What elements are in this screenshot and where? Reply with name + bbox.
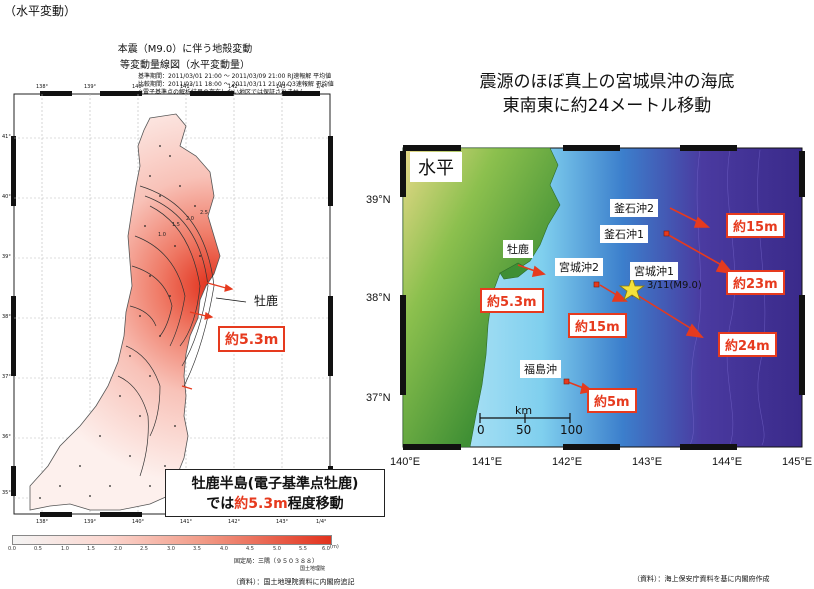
scale-tick: 100 bbox=[560, 423, 583, 437]
scale-tick: 50 bbox=[516, 423, 532, 437]
colorbar-tick: 0.0 bbox=[8, 546, 16, 552]
summary-value: 約5.3m bbox=[234, 496, 288, 512]
callout-kamaishi1: 約23m bbox=[726, 270, 785, 295]
lat-tick: 41° bbox=[2, 134, 11, 140]
site-label-fukushima: 福島沖 bbox=[520, 360, 561, 378]
summary-suffix: 程度移動 bbox=[287, 496, 344, 512]
lat-tick: 39° bbox=[2, 254, 11, 260]
colorbar-tick: 0.5 bbox=[34, 546, 42, 552]
lon-label: 144°E bbox=[712, 456, 743, 468]
org-label: 国土地理院 bbox=[300, 566, 326, 572]
meta-line: 基準期間：2011/03/01 21:00 ～ 2011/03/09 21:00… bbox=[138, 73, 332, 80]
colorbar-tick: 4.5 bbox=[246, 546, 254, 552]
right-headline: 震源のほぼ真上の宮城県沖の海底 東南東に約24メートル移動 bbox=[400, 70, 814, 118]
lon-tick: 1/4° bbox=[316, 84, 327, 90]
contour-label: 1.0 bbox=[158, 232, 166, 238]
lat-label: 39°N bbox=[366, 194, 391, 206]
lon-tick: 142° bbox=[228, 84, 241, 90]
site-label-miyagi1: 宮城沖1 bbox=[630, 262, 678, 280]
colorbar-tick: 1.5 bbox=[87, 546, 95, 552]
colorbar-tick: 1.0 bbox=[61, 546, 69, 552]
lat-tick: 37° bbox=[2, 374, 11, 380]
lon-tick: 143° bbox=[276, 519, 289, 525]
lat-tick: 35° bbox=[2, 490, 11, 496]
section-label: （水平変動） bbox=[4, 4, 77, 18]
colorbar-tick: 2.5 bbox=[140, 546, 148, 552]
lon-tick: 143° bbox=[276, 84, 289, 90]
lon-tick: 140° bbox=[132, 84, 145, 90]
colorbar-tick: 5.5 bbox=[299, 546, 307, 552]
lon-label: 142°E bbox=[552, 456, 583, 468]
colorbar-tick: 5.0 bbox=[273, 546, 281, 552]
colorbar bbox=[12, 535, 332, 545]
colorbar-tick: 2.0 bbox=[114, 546, 122, 552]
oshika-label: 牡鹿 bbox=[254, 294, 279, 308]
left-map: 1.0 1.5 2.0 2.5 bbox=[11, 91, 333, 517]
lon-tick: 141° bbox=[180, 84, 193, 90]
lon-tick: 138° bbox=[36, 84, 49, 90]
gps-stations bbox=[39, 145, 201, 499]
contour-label: 2.5 bbox=[200, 210, 208, 216]
site-label-oshika: 牡鹿 bbox=[503, 240, 533, 258]
lon-label: 145°E bbox=[782, 456, 813, 468]
lat-tick: 36° bbox=[2, 434, 11, 440]
colorbar-tick: 4.0 bbox=[220, 546, 228, 552]
colorbar-unit: (m) bbox=[330, 544, 339, 550]
left-source: （資料）：国土地理院資料に内閣府追記 bbox=[232, 578, 355, 586]
lon-tick: 140° bbox=[132, 519, 145, 525]
lon-label: 140°E bbox=[390, 456, 421, 468]
lon-tick: 139° bbox=[84, 519, 97, 525]
lon-tick: 139° bbox=[84, 84, 97, 90]
scale-bar bbox=[479, 413, 571, 423]
lon-label: 143°E bbox=[632, 456, 663, 468]
lon-tick: 138° bbox=[36, 519, 49, 525]
callout-fukushima: 約5m bbox=[587, 388, 637, 413]
oshika-callout: 約5.3m bbox=[218, 326, 286, 352]
colorbar-tick: 6.0 bbox=[322, 546, 330, 552]
lon-tick: 1/4° bbox=[316, 519, 327, 525]
scale-tick: 0 bbox=[477, 423, 485, 437]
panel-label: 水平 bbox=[410, 152, 462, 182]
headline-line1: 震源のほぼ真上の宮城県沖の海底 bbox=[479, 72, 735, 92]
colorbar-ticks: 0.0 0.5 1.0 1.5 2.0 2.5 3.0 3.5 4.0 4.5 … bbox=[8, 544, 339, 554]
contour-label: 1.5 bbox=[172, 222, 180, 228]
oshika-leader bbox=[215, 297, 247, 303]
colorbar-tick: 3.5 bbox=[193, 546, 201, 552]
site-label-miyagi2: 宮城沖2 bbox=[555, 258, 603, 276]
lat-tick: 38° bbox=[2, 314, 11, 320]
lat-label: 37°N bbox=[366, 392, 391, 404]
left-map-title: 本震（M9.0）に伴う地殻変動 bbox=[117, 44, 253, 55]
left-map-subtitle: 等変動量線図（水平変動量） bbox=[120, 60, 250, 71]
lon-tick: 142° bbox=[228, 519, 241, 525]
callout-miyagi2: 約15m bbox=[568, 313, 627, 338]
right-source: （資料）：海上保安庁資料を基に内閣府作成 bbox=[633, 575, 770, 583]
scale-unit: km bbox=[515, 404, 533, 417]
summary-line1: 牡鹿半島(電子基準点牡鹿) bbox=[191, 476, 359, 492]
lon-tick: 141° bbox=[180, 519, 193, 525]
headline-line2: 東南東に約24メートル移動 bbox=[502, 96, 712, 116]
summary-prefix: では bbox=[206, 496, 235, 512]
tohoku-land bbox=[29, 113, 221, 511]
callout-miyagi1: 約24m bbox=[718, 332, 777, 357]
callout-kamaishi2: 約15m bbox=[726, 213, 785, 238]
lat-label: 38°N bbox=[366, 292, 391, 304]
lat-tick: 40° bbox=[2, 194, 11, 200]
lon-label: 141°E bbox=[472, 456, 503, 468]
callout-oshika: 約5.3m bbox=[480, 288, 544, 313]
summary-box: 牡鹿半島(電子基準点牡鹿) では約5.3m程度移動 bbox=[165, 469, 385, 517]
epicenter-star bbox=[618, 275, 646, 301]
fixed-station: 固定局：三隅（９５０３８８） bbox=[234, 558, 319, 565]
epicenter-label: 3/11(M9.0) bbox=[647, 280, 702, 291]
colorbar-tick: 3.0 bbox=[167, 546, 175, 552]
meta-line: 比較期間：2011/03/11 18:00 ～ 2011/03/11 21:00… bbox=[138, 81, 334, 88]
site-label-kamaishi1: 釜石沖1 bbox=[600, 225, 648, 243]
site-label-kamaishi2: 釜石沖2 bbox=[610, 199, 658, 217]
contour-label: 2.0 bbox=[186, 216, 194, 222]
